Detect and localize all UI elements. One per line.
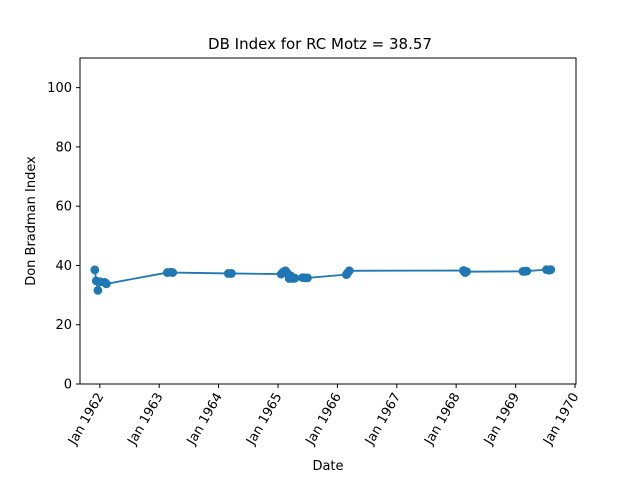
data-point	[168, 268, 178, 277]
y-tick-label: 80	[55, 140, 72, 155]
data-point	[522, 266, 532, 276]
y-axis-ticks: 0 20 40 60 80 100	[47, 81, 80, 393]
y-tick-label: 100	[47, 81, 72, 96]
data-point	[90, 265, 100, 275]
data-point	[303, 273, 312, 283]
plot-area	[79, 57, 577, 385]
data-point	[546, 265, 556, 275]
y-tick-label: 20	[55, 318, 72, 333]
data-point	[290, 273, 300, 283]
data-point	[227, 269, 236, 278]
x-axis-label: Date	[312, 459, 343, 474]
y-tick-label: 60	[55, 200, 72, 215]
y-tick-label: 0	[64, 378, 72, 393]
data-point	[101, 279, 111, 289]
data-point	[462, 267, 471, 277]
data-point	[93, 285, 103, 295]
data-point	[344, 266, 354, 276]
plot-frame	[79, 57, 577, 385]
y-axis-label: Don Bradman Index	[24, 156, 39, 286]
chart-title: DB Index for RC Motz = 38.57	[208, 35, 432, 53]
y-tick-label: 40	[55, 259, 72, 274]
